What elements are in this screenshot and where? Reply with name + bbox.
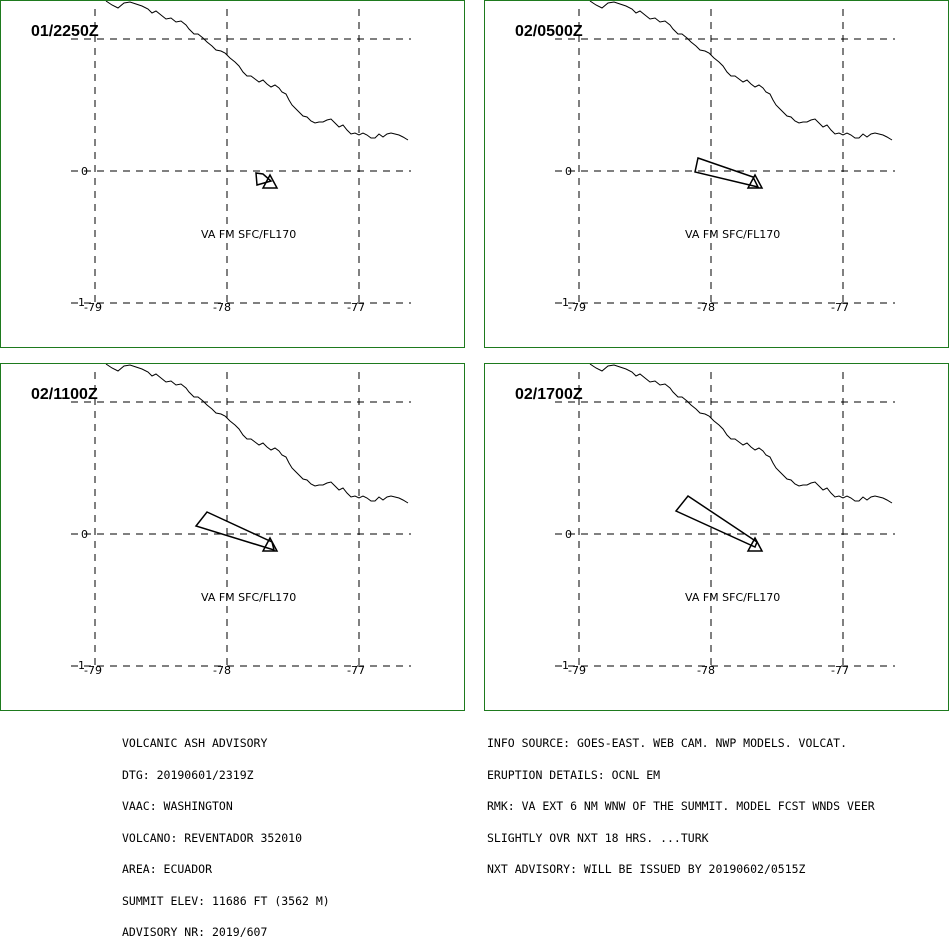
advisory-line: SUMMIT ELEV: 11686 FT (3562 M): [122, 893, 330, 908]
advisory-line: AREA: ECUADOR: [122, 862, 213, 876]
latitude-tick-label: -1: [558, 296, 569, 309]
longitude-tick-label: -79: [568, 301, 586, 314]
longitude-tick-label: -77: [347, 664, 365, 677]
advisory-line: VOLCANO: REVENTADOR 352010: [122, 830, 303, 845]
longitude-tick-label: -78: [697, 664, 715, 677]
map-panel-1: 01/2250Z VA FM SFC/FL170 0 -1 -79 -78 -77: [0, 0, 465, 348]
latitude-tick-label: 0: [81, 528, 88, 541]
advisory-details-right: INFO SOURCE: GOES-EAST. WEB CAM. NWP MOD…: [487, 717, 875, 885]
latitude-tick-label: -1: [558, 659, 569, 672]
valid-time-label: 02/1700Z: [515, 386, 583, 403]
volcano-icon: [261, 536, 279, 552]
map-panel-3: 02/1100Z VA FM SFC/FL170 0 -1 -79 -78 -77: [0, 363, 465, 711]
longitude-tick-label: -78: [213, 301, 231, 314]
longitude-tick-label: -79: [568, 664, 586, 677]
flight-level-label: VA FM SFC/FL170: [685, 228, 780, 241]
valid-time-label: 02/0500Z: [515, 23, 583, 40]
longitude-tick-label: -78: [213, 664, 231, 677]
flight-level-label: VA FM SFC/FL170: [201, 228, 296, 241]
ash-cloud-polygon: [194, 511, 276, 552]
latitude-tick-label: 0: [565, 165, 572, 178]
advisory-line: RMK: VA EXT 6 NM WNW OF THE SUMMIT. MODE…: [487, 799, 875, 813]
volcano-icon: [746, 173, 764, 189]
map-canvas: 02/1100Z VA FM SFC/FL170 0 -1 -79 -78 -77: [31, 364, 411, 677]
volcano-icon: [261, 173, 279, 189]
longitude-tick-label: -79: [84, 664, 102, 677]
map-canvas: 02/1700Z VA FM SFC/FL170 0 -1 -79 -78 -77: [515, 364, 895, 677]
advisory-line: DTG: 20190601/2319Z: [122, 767, 254, 782]
advisory-line: NXT ADVISORY: WILL BE ISSUED BY 20190602…: [487, 862, 806, 876]
advisory-header-left: VOLCANIC ASH ADVISORY DTG: 20190601/2319…: [122, 717, 330, 948]
ash-cloud-polygon: [674, 494, 758, 549]
map-panel-2: 02/0500Z VA FM SFC/FL170 0 -1 -79 -78 -77: [484, 0, 949, 348]
valid-time-label: 02/1100Z: [31, 386, 98, 403]
latitude-tick-label: 0: [81, 165, 88, 178]
volcano-icon: [746, 536, 764, 552]
flight-level-label: VA FM SFC/FL170: [685, 591, 780, 604]
map-canvas: 01/2250Z VA FM SFC/FL170 0 -1 -79 -78 -77: [31, 1, 411, 314]
coastline: [105, 364, 409, 504]
longitude-tick-label: -77: [831, 664, 849, 677]
map-canvas: 02/0500Z VA FM SFC/FL170 0 -1 -79 -78 -77: [515, 1, 895, 314]
coastline: [589, 1, 893, 141]
advisory-line: ERUPTION DETAILS: OCNL EM: [487, 767, 661, 782]
advisory-line: SLIGHTLY OVR NXT 18 HRS. ...TURK: [487, 830, 709, 845]
flight-level-label: VA FM SFC/FL170: [201, 591, 296, 604]
longitude-tick-label: -77: [347, 301, 365, 314]
advisory-line: INFO SOURCE: GOES-EAST. WEB CAM. NWP MOD…: [487, 736, 848, 750]
longitude-tick-label: -77: [831, 301, 849, 314]
longitude-tick-label: -78: [697, 301, 715, 314]
ash-cloud-polygon: [255, 172, 273, 186]
coastline: [105, 1, 409, 141]
valid-time-label: 01/2250Z: [31, 23, 99, 40]
advisory-line: VAAC: WASHINGTON: [122, 799, 233, 813]
advisory-line: VOLCANIC ASH ADVISORY: [122, 736, 268, 750]
advisory-line: ADVISORY NR: 2019/607: [122, 925, 268, 939]
latitude-tick-label: -1: [74, 659, 85, 672]
latitude-tick-label: -1: [74, 296, 85, 309]
map-panel-4: 02/1700Z VA FM SFC/FL170 0 -1 -79 -78 -77: [484, 363, 949, 711]
latitude-tick-label: 0: [565, 528, 572, 541]
coastline: [589, 364, 893, 504]
longitude-tick-label: -79: [84, 301, 102, 314]
ash-cloud-polygon: [694, 157, 760, 189]
